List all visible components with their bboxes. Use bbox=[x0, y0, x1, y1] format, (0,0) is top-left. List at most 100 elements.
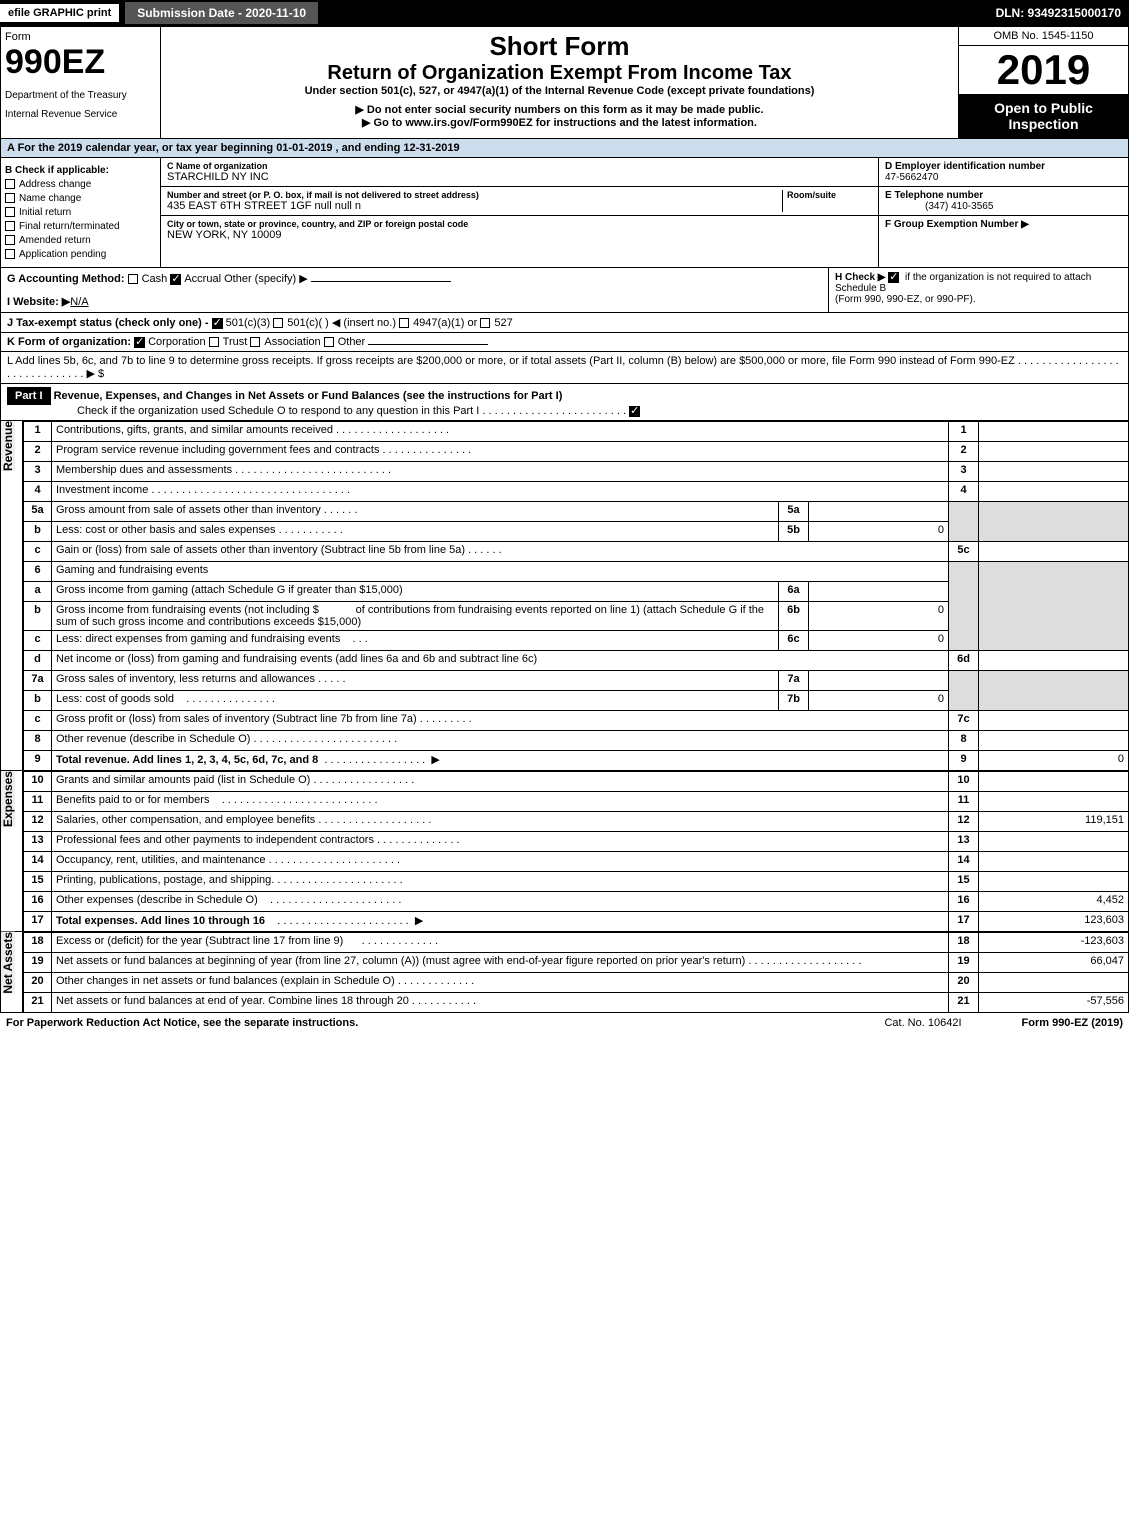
ein-value: 47-5662470 bbox=[885, 172, 938, 183]
j-row: J Tax-exempt status (check only one) - 5… bbox=[0, 313, 1129, 333]
c-name-value: STARCHILD NY INC bbox=[167, 171, 872, 183]
no-enter-ssn: ▶ Do not enter social security numbers o… bbox=[165, 103, 954, 116]
section-def: D Employer identification number 47-5662… bbox=[878, 158, 1128, 267]
netassets-section: Net Assets 18Excess or (deficit) for the… bbox=[0, 932, 1129, 1013]
line-4: 4Investment income . . . . . . . . . . .… bbox=[24, 482, 1129, 502]
chk-address: Address change bbox=[5, 179, 156, 190]
c-name-label: C Name of organization bbox=[167, 161, 872, 171]
line-19: 19Net assets or fund balances at beginni… bbox=[24, 953, 1129, 973]
dln-label: DLN: 93492315000170 bbox=[988, 2, 1129, 24]
part1-label: Part I bbox=[7, 387, 51, 405]
form-word: Form bbox=[5, 31, 156, 43]
line-6: 6Gaming and fundraising events bbox=[24, 562, 1129, 582]
irs-label: Internal Revenue Service bbox=[5, 109, 156, 120]
city-row: City or town, state or province, country… bbox=[161, 216, 878, 244]
line-1: 1Contributions, gifts, grants, and simil… bbox=[24, 422, 1129, 442]
c-city-label: City or town, state or province, country… bbox=[167, 219, 872, 229]
expenses-table: 10Grants and similar amounts paid (list … bbox=[23, 771, 1129, 932]
phone-value: (347) 410-3565 bbox=[885, 201, 993, 212]
b-label: B Check if applicable: bbox=[5, 165, 109, 176]
line-9: 9Total revenue. Add lines 1, 2, 3, 4, 5c… bbox=[24, 751, 1129, 771]
g-accounting: G Accounting Method: Cash Accrual Other … bbox=[1, 268, 828, 312]
chk-cash bbox=[128, 274, 138, 284]
line-2: 2Program service revenue including gover… bbox=[24, 442, 1129, 462]
line-17: 17Total expenses. Add lines 10 through 1… bbox=[24, 912, 1129, 932]
line-10: 10Grants and similar amounts paid (list … bbox=[24, 772, 1129, 792]
footer: For Paperwork Reduction Act Notice, see … bbox=[0, 1013, 1129, 1033]
revenue-section: Revenue 1Contributions, gifts, grants, a… bbox=[0, 421, 1129, 771]
c-street-value: 435 EAST 6TH STREET 1GF null null n bbox=[167, 200, 782, 212]
omb-number: OMB No. 1545-1150 bbox=[959, 27, 1128, 46]
line-5c: cGain or (loss) from sale of assets othe… bbox=[24, 542, 1129, 562]
goto-link: ▶ Go to www.irs.gov/Form990EZ for instru… bbox=[165, 116, 954, 129]
open-public: Open to Public Inspection bbox=[959, 94, 1128, 138]
section-b: B Check if applicable: Address change Na… bbox=[1, 158, 161, 267]
line-5a: 5aGross amount from sale of assets other… bbox=[24, 502, 1129, 522]
line-3: 3Membership dues and assessments . . . .… bbox=[24, 462, 1129, 482]
dept-label: Department of the Treasury bbox=[5, 90, 156, 101]
header-right: OMB No. 1545-1150 2019 Open to Public In… bbox=[958, 27, 1128, 138]
section-c: C Name of organization STARCHILD NY INC … bbox=[161, 158, 878, 267]
form-number: 990EZ bbox=[5, 43, 156, 82]
info-block: B Check if applicable: Address change Na… bbox=[0, 158, 1129, 268]
expenses-section: Expenses 10Grants and similar amounts pa… bbox=[0, 771, 1129, 932]
tax-year: 2019 bbox=[959, 46, 1128, 94]
line-11: 11Benefits paid to or for members . . . … bbox=[24, 792, 1129, 812]
row-a-taxyear: A For the 2019 calendar year, or tax yea… bbox=[0, 139, 1129, 158]
chk-accrual-checked bbox=[170, 274, 181, 285]
netassets-table: 18Excess or (deficit) for the year (Subt… bbox=[23, 932, 1129, 1013]
f-group: F Group Exemption Number ▶ bbox=[879, 216, 1128, 233]
line-6d: dNet income or (loss) from gaming and fu… bbox=[24, 651, 1129, 671]
line-13: 13Professional fees and other payments t… bbox=[24, 832, 1129, 852]
under-section: Under section 501(c), 527, or 4947(a)(1)… bbox=[165, 85, 954, 97]
chk-amended: Amended return bbox=[5, 235, 156, 246]
chk-corp bbox=[134, 337, 145, 348]
line-18: 18Excess or (deficit) for the year (Subt… bbox=[24, 933, 1129, 953]
footer-left: For Paperwork Reduction Act Notice, see … bbox=[6, 1017, 358, 1029]
c-street-label: Number and street (or P. O. box, if mail… bbox=[167, 190, 782, 200]
side-expenses: Expenses bbox=[1, 771, 23, 932]
street-row: Number and street (or P. O. box, if mail… bbox=[161, 187, 878, 216]
header-center: Short Form Return of Organization Exempt… bbox=[161, 27, 958, 138]
line-7c: cGross profit or (loss) from sales of in… bbox=[24, 711, 1129, 731]
line-14: 14Occupancy, rent, utilities, and mainte… bbox=[24, 852, 1129, 872]
line-12: 12Salaries, other compensation, and empl… bbox=[24, 812, 1129, 832]
header-left: Form 990EZ Department of the Treasury In… bbox=[1, 27, 161, 138]
chk-name: Name change bbox=[5, 193, 156, 204]
line-7a: 7aGross sales of inventory, less returns… bbox=[24, 671, 1129, 691]
form-header: Form 990EZ Department of the Treasury In… bbox=[0, 26, 1129, 139]
l-row: L Add lines 5b, 6c, and 7b to line 9 to … bbox=[0, 352, 1129, 384]
chk-501c3 bbox=[212, 318, 223, 329]
chk-application: Application pending bbox=[5, 249, 156, 260]
d-ein: D Employer identification number 47-5662… bbox=[879, 158, 1128, 187]
top-bar: efile GRAPHIC print Submission Date - 20… bbox=[0, 0, 1129, 26]
chk-final: Final return/terminated bbox=[5, 221, 156, 232]
line-15: 15Printing, publications, postage, and s… bbox=[24, 872, 1129, 892]
gh-block: G Accounting Method: Cash Accrual Other … bbox=[0, 268, 1129, 313]
efile-label: efile GRAPHIC print bbox=[0, 4, 119, 22]
part1-title: Revenue, Expenses, and Changes in Net As… bbox=[54, 390, 563, 402]
line-20: 20Other changes in net assets or fund ba… bbox=[24, 973, 1129, 993]
line-8: 8Other revenue (describe in Schedule O) … bbox=[24, 731, 1129, 751]
side-netassets: Net Assets bbox=[1, 932, 23, 1013]
c-city-value: NEW YORK, NY 10009 bbox=[167, 229, 872, 241]
submission-date: Submission Date - 2020-11-10 bbox=[125, 2, 318, 24]
footer-cat: Cat. No. 10642I bbox=[884, 1017, 961, 1029]
h-check: H Check ▶ if the organization is not req… bbox=[828, 268, 1128, 312]
line-21: 21Net assets or fund balances at end of … bbox=[24, 993, 1129, 1013]
part1-check-text: Check if the organization used Schedule … bbox=[7, 405, 479, 417]
line-16: 16Other expenses (describe in Schedule O… bbox=[24, 892, 1129, 912]
footer-form: Form 990-EZ (2019) bbox=[1022, 1017, 1123, 1029]
i-website: I Website: ▶N/A bbox=[7, 295, 822, 308]
e-phone: E Telephone number (347) 410-3565 bbox=[879, 187, 1128, 216]
part1-row: Part I Revenue, Expenses, and Changes in… bbox=[0, 384, 1129, 421]
c-room-label: Room/suite bbox=[787, 190, 872, 200]
chk-schedule-o bbox=[629, 406, 640, 417]
revenue-table: 1Contributions, gifts, grants, and simil… bbox=[23, 421, 1129, 771]
chk-initial: Initial return bbox=[5, 207, 156, 218]
side-revenue: Revenue bbox=[1, 421, 23, 771]
k-row: K Form of organization: Corporation Trus… bbox=[0, 333, 1129, 352]
form-title: Return of Organization Exempt From Incom… bbox=[165, 62, 954, 85]
short-form-title: Short Form bbox=[165, 31, 954, 62]
org-name-row: C Name of organization STARCHILD NY INC bbox=[161, 158, 878, 187]
